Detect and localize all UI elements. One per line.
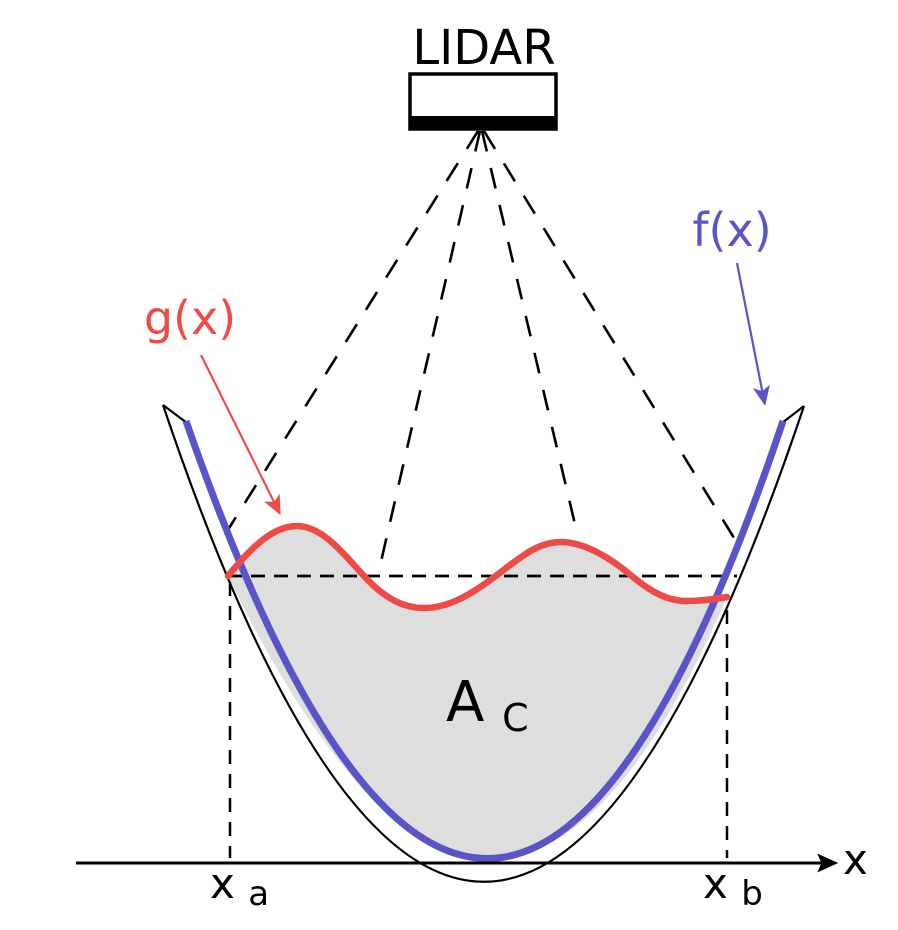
xa-label-base: x [210,859,235,908]
lidar-ray-midleft [378,130,482,567]
lidar-ray-midright [480,130,580,538]
lidar-ray-left [224,130,480,534]
x-axis-label: x [843,835,868,884]
xb-label-base: x [703,859,728,908]
container-rim-right [781,405,805,424]
area-label: A C [446,670,529,740]
area-label-base: A [446,670,484,735]
f-label: f(x) [692,203,771,257]
g-label-arrow [200,354,281,516]
lidar-label: LIDAR [412,20,555,76]
container-rim-left [162,404,188,424]
xb-label: x b [703,859,763,914]
xa-label-subscript: a [248,874,269,914]
lidar-sensor-emitter-bar [409,116,557,130]
xa-label: x a [210,859,269,914]
g-label: g(x) [144,291,236,345]
lidar-ray-right [482,130,741,547]
container-outer-wall [161,404,806,883]
xb-label-subscript: b [741,874,763,914]
container-inner-surface-curve [182,419,787,862]
area-label-subscript: C [502,696,529,740]
f-label-arrow [735,262,770,406]
lidar-ray-group [224,130,741,567]
material-surface-curve [224,522,731,612]
